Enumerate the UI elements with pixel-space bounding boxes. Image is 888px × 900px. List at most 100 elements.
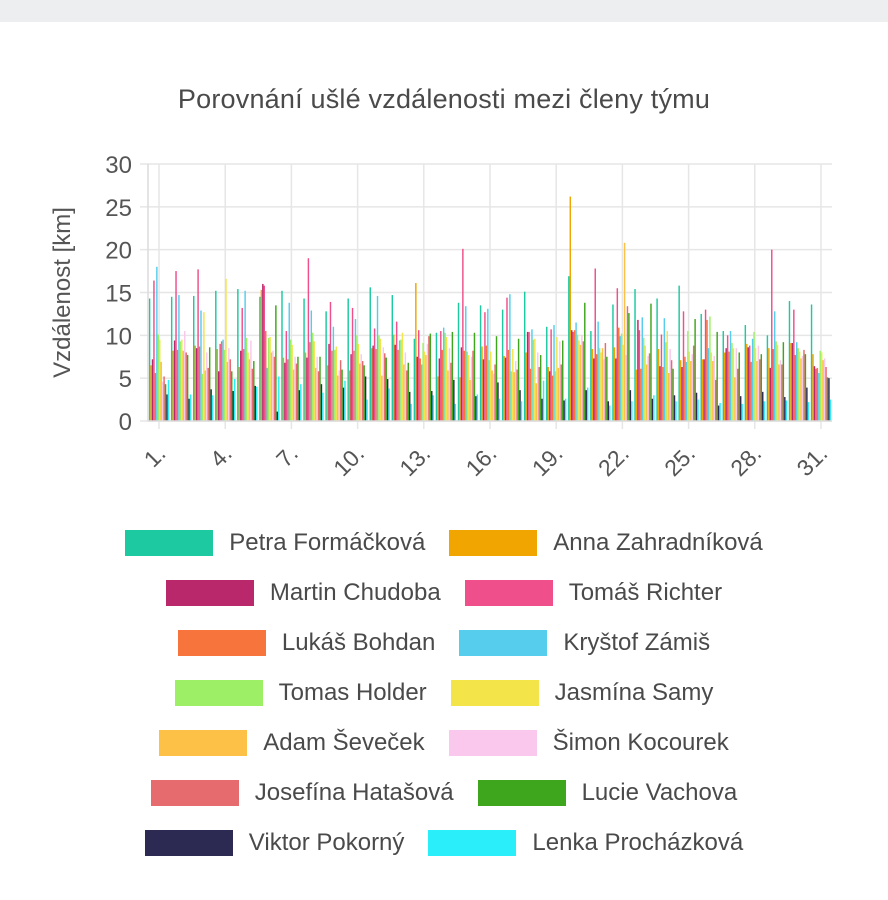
bar <box>556 337 558 421</box>
bar <box>166 394 168 421</box>
bar <box>157 334 160 421</box>
bar <box>547 367 549 421</box>
bar <box>569 196 572 421</box>
bar <box>481 346 483 421</box>
bar <box>641 317 643 421</box>
legend-item[interactable]: Tomas Holder <box>174 679 427 707</box>
legend-swatch <box>125 530 214 556</box>
legend-item[interactable]: Lucie Vachova <box>477 779 738 807</box>
bar <box>628 313 630 421</box>
bar <box>479 305 482 421</box>
bar <box>498 398 501 421</box>
y-tick-label: 10 <box>105 323 132 350</box>
bar <box>797 348 799 421</box>
bar <box>707 348 710 421</box>
bar <box>262 283 264 421</box>
legend-swatch <box>477 780 566 806</box>
bar <box>581 335 583 421</box>
bar <box>189 394 192 421</box>
legend-label: Lucie Vachova <box>581 779 738 806</box>
legend-item[interactable]: Tomáš Richter <box>464 579 722 607</box>
bar <box>771 249 773 421</box>
bar <box>497 382 499 421</box>
x-tick-label: 31. <box>792 440 833 481</box>
bar <box>778 364 780 421</box>
bar <box>506 297 508 421</box>
bar <box>407 362 409 421</box>
bar <box>578 340 580 421</box>
bar <box>713 355 715 421</box>
bar <box>440 331 442 421</box>
bar <box>828 378 830 421</box>
bar <box>732 348 735 421</box>
legend-label: Jasmína Samy <box>554 679 714 706</box>
legend-item[interactable]: Lukáš Bohdan <box>177 629 435 657</box>
bar <box>220 341 223 421</box>
legend-item[interactable]: Kryštof Zámiš <box>459 629 710 657</box>
bar <box>561 340 564 421</box>
bar <box>579 344 582 421</box>
bar <box>597 321 599 421</box>
bar <box>394 344 396 421</box>
bar <box>537 352 539 421</box>
bar <box>744 325 747 421</box>
legend-item[interactable]: Josefína Hatašová <box>150 779 454 807</box>
bar <box>653 395 655 421</box>
bar <box>768 348 770 421</box>
bar <box>731 343 733 421</box>
bar <box>425 355 427 421</box>
bar <box>526 331 529 421</box>
bar <box>572 331 574 421</box>
bar <box>790 343 792 421</box>
bar <box>378 335 380 421</box>
bar <box>776 344 779 421</box>
bar <box>366 399 368 421</box>
bar <box>735 348 738 421</box>
legend-swatch <box>177 630 266 656</box>
legend-item[interactable]: Šimon Kocourek <box>448 729 729 757</box>
legend-item[interactable]: Adam Ševeček <box>159 729 425 757</box>
legend-item[interactable]: Petra Formáčková <box>125 529 425 557</box>
bar <box>438 358 441 421</box>
bar <box>151 359 154 421</box>
bar <box>665 342 667 421</box>
bar <box>241 307 243 421</box>
bar <box>798 351 801 421</box>
bar <box>472 350 474 421</box>
bar <box>317 371 320 421</box>
bar <box>419 358 421 421</box>
legend-item[interactable]: Viktor Pokorný <box>144 829 404 857</box>
x-tick-label: 7. <box>271 440 303 472</box>
bar <box>415 283 417 421</box>
legend-item[interactable]: Anna Zahradníková <box>449 529 763 557</box>
legend-item[interactable]: Jasmína Samy <box>450 679 714 707</box>
bar <box>535 383 538 421</box>
bar <box>681 367 683 421</box>
bar <box>775 341 777 421</box>
x-tick-label: 19. <box>527 440 568 481</box>
bar <box>351 307 354 421</box>
legend-item[interactable]: Martin Chudoba <box>165 579 441 607</box>
bar <box>672 368 674 421</box>
bar <box>576 334 579 421</box>
legend-item[interactable]: Lenka Procházková <box>428 829 743 857</box>
bar <box>328 343 330 421</box>
bar <box>803 349 805 421</box>
bar <box>176 349 179 421</box>
bar <box>595 354 598 421</box>
bar <box>550 329 552 421</box>
bar <box>204 370 207 421</box>
bar <box>160 361 162 421</box>
bar <box>604 343 607 421</box>
bar <box>563 400 565 421</box>
bar <box>275 305 277 421</box>
bar <box>812 354 814 421</box>
legend-swatch <box>428 830 517 856</box>
bar <box>807 402 810 421</box>
bar <box>200 310 202 421</box>
bar <box>603 359 605 421</box>
bar <box>201 373 204 421</box>
bar <box>682 311 685 421</box>
chart-title: Porovnání ušlé vzdálenosti mezi členy tý… <box>177 84 711 114</box>
bar <box>207 367 209 421</box>
